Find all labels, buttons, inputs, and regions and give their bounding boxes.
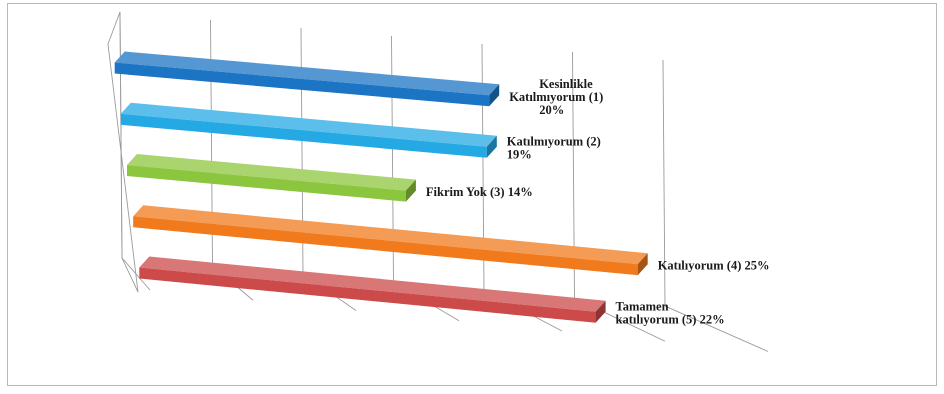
bar [120,102,497,158]
bar-front [114,62,490,107]
data-label: 20% [539,103,564,117]
bar-top [127,154,416,191]
bar-end [405,179,416,202]
bars [114,51,648,323]
bar [127,154,416,202]
bar-top [120,102,497,147]
bar-end [486,135,497,158]
bar-front [120,113,487,158]
data-label: Kesinlikle [539,77,593,91]
gridline-floor [664,305,769,352]
data-label: Katılmıyorum (1) [509,90,603,104]
data-label: Fikrim Yok (3) 14% [426,185,533,199]
bar-top [139,256,606,312]
bar-front [127,165,406,202]
bar-end [595,300,606,323]
bar [114,51,500,107]
bar-front [139,267,596,323]
bar-end [637,253,648,276]
bar-front [133,216,638,276]
bar [139,256,606,323]
bar-top [114,51,500,96]
bar [133,205,648,276]
side-wall [107,11,139,293]
data-label: Katılıyorum (4) 25% [658,259,770,273]
data-label: katılıyorum (5) 22% [616,313,725,327]
data-label: Tamamen [616,300,669,314]
data-label: Katılmıyorum (2) [507,135,601,149]
data-label: 19% [507,148,532,162]
gridline-back [662,60,666,307]
bar-end [489,84,500,107]
bar-top [133,205,648,265]
